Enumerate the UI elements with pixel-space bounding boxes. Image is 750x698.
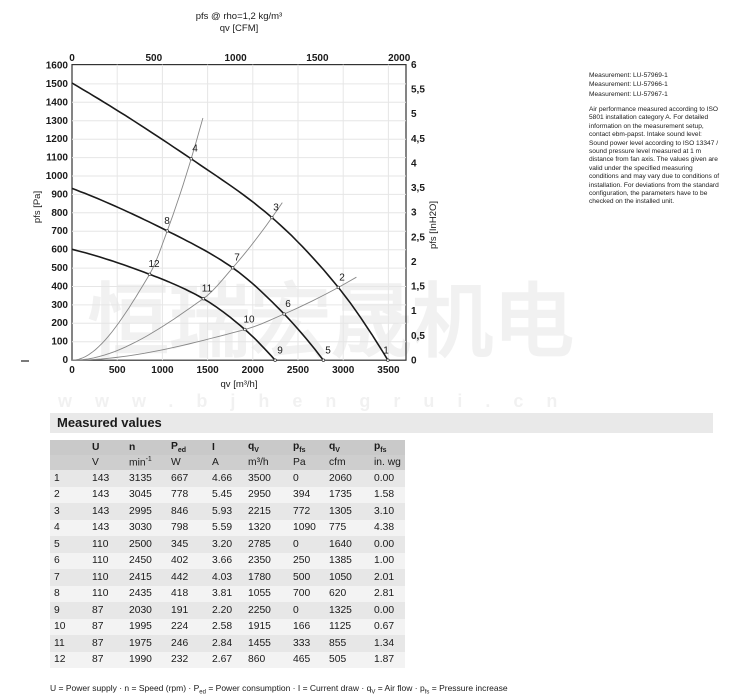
svg-text:2: 2 (339, 273, 345, 284)
svg-text:3500: 3500 (377, 365, 400, 376)
svg-text:1300: 1300 (46, 116, 69, 127)
svg-text:1000: 1000 (224, 53, 247, 64)
svg-text:5,5: 5,5 (411, 85, 425, 96)
svg-text:3: 3 (411, 208, 417, 219)
svg-text:1500: 1500 (196, 365, 219, 376)
svg-text:qv [m³/h]: qv [m³/h] (221, 379, 258, 390)
svg-text:900: 900 (51, 189, 68, 200)
svg-text:1,5: 1,5 (411, 282, 425, 293)
svg-text:0: 0 (411, 356, 417, 367)
svg-text:11: 11 (202, 284, 213, 295)
svg-text:1600: 1600 (46, 61, 69, 72)
svg-text:3000: 3000 (332, 365, 355, 376)
svg-text:6: 6 (285, 299, 291, 310)
svg-text:4: 4 (411, 158, 417, 169)
svg-text:2: 2 (411, 257, 417, 268)
svg-text:6: 6 (411, 60, 417, 71)
svg-text:600: 600 (51, 245, 68, 256)
svg-text:pfs [Pa]: pfs [Pa] (32, 191, 43, 223)
svg-text:2500: 2500 (287, 365, 310, 376)
svg-text:200: 200 (51, 318, 68, 329)
svg-text:300: 300 (51, 300, 68, 311)
svg-text:700: 700 (51, 226, 68, 237)
svg-text:2,5: 2,5 (411, 232, 425, 243)
svg-text:1000: 1000 (46, 171, 69, 182)
svg-text:1100: 1100 (46, 153, 68, 164)
svg-text:3: 3 (273, 203, 279, 214)
svg-text:2000: 2000 (242, 365, 265, 376)
svg-text:4: 4 (192, 144, 198, 155)
svg-text:0: 0 (62, 355, 68, 366)
svg-text:12: 12 (148, 259, 160, 270)
svg-text:qv [CFM]: qv [CFM] (220, 23, 259, 34)
svg-text:1200: 1200 (46, 134, 69, 145)
svg-text:10: 10 (243, 315, 255, 326)
svg-text:100: 100 (51, 337, 68, 348)
svg-text:pfs @ rho=1,2 kg/m³: pfs @ rho=1,2 kg/m³ (196, 11, 282, 22)
svg-text:pfs [InH2O]: pfs [InH2O] (428, 201, 439, 249)
svg-text:3,5: 3,5 (411, 183, 425, 194)
svg-text:0: 0 (69, 53, 75, 64)
svg-text:1: 1 (411, 306, 417, 317)
svg-text:1500: 1500 (46, 79, 69, 90)
svg-text:400: 400 (51, 281, 68, 292)
svg-text:www.bjhengrui.cn: www.bjhengrui.cn (57, 391, 580, 411)
svg-text:5: 5 (325, 346, 331, 357)
svg-text:1500: 1500 (306, 53, 329, 64)
svg-text:0: 0 (69, 365, 75, 376)
svg-text:7: 7 (234, 253, 240, 264)
svg-text:4,5: 4,5 (411, 134, 425, 145)
svg-text:0,5: 0,5 (411, 331, 425, 342)
svg-text:1: 1 (383, 346, 389, 357)
svg-text:2000: 2000 (388, 53, 411, 64)
svg-text:9: 9 (277, 346, 283, 357)
svg-text:500: 500 (51, 263, 68, 274)
svg-text:500: 500 (109, 365, 126, 376)
svg-text:1400: 1400 (46, 97, 69, 108)
svg-text:500: 500 (145, 53, 162, 64)
svg-text:5: 5 (411, 109, 417, 120)
svg-text:800: 800 (51, 208, 68, 219)
svg-text:8: 8 (164, 216, 170, 227)
svg-text:1000: 1000 (151, 365, 174, 376)
